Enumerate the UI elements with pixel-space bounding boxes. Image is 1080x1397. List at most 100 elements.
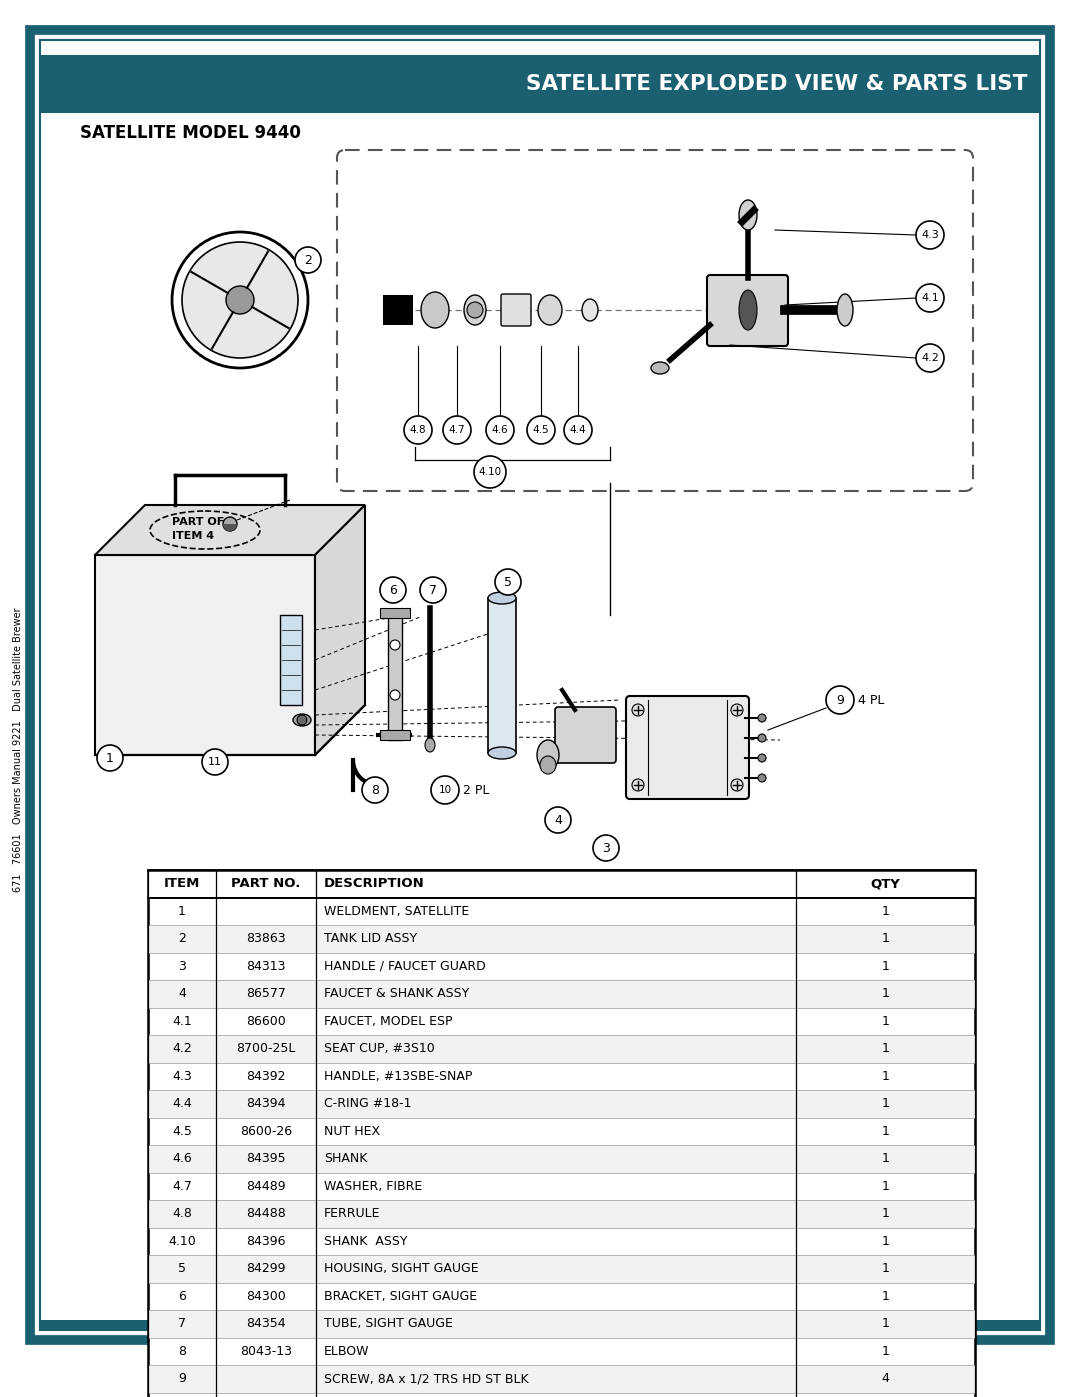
Circle shape [826,686,854,714]
Bar [40,54,1040,113]
Text: 6: 6 [178,1289,186,1303]
Circle shape [593,835,619,861]
Circle shape [758,774,766,782]
Circle shape [202,749,228,775]
Text: 1: 1 [881,1317,890,1330]
Text: 10: 10 [438,785,451,795]
Circle shape [758,714,766,722]
Circle shape [916,221,944,249]
Text: 83863: 83863 [246,932,286,946]
Circle shape [380,577,406,604]
Text: SATELLITE MODEL 9440: SATELLITE MODEL 9440 [80,124,301,142]
Text: 1: 1 [881,960,890,972]
Text: 4.7: 4.7 [448,425,465,434]
Ellipse shape [488,747,516,759]
Bar [383,295,413,326]
Bar [148,1310,975,1337]
Bar [148,1200,975,1228]
Text: 4.10: 4.10 [168,1235,195,1248]
Ellipse shape [651,362,669,374]
Ellipse shape [582,299,598,321]
Text: TUBE, SIGHT GAUGE: TUBE, SIGHT GAUGE [324,1317,453,1330]
Text: 1: 1 [881,988,890,1000]
Text: 671   76601   Owners Manual 9221   Dual Satellite Brewer: 671 76601 Owners Manual 9221 Dual Satell… [13,608,23,893]
Bar [40,1320,480,1329]
Text: 1: 1 [881,1042,890,1055]
Text: 4.10: 4.10 [478,467,501,476]
Text: 6: 6 [389,584,397,597]
Text: 1: 1 [881,1070,890,1083]
Text: 84299: 84299 [246,1263,286,1275]
Text: 4.3: 4.3 [921,231,939,240]
Text: 1: 1 [881,1125,890,1137]
Text: 17: 17 [530,1348,550,1362]
Circle shape [420,577,446,604]
Ellipse shape [421,292,449,328]
Circle shape [431,775,459,805]
Circle shape [404,416,432,444]
Text: 84354: 84354 [246,1317,286,1330]
Text: 7: 7 [429,584,437,597]
Circle shape [486,416,514,444]
Text: TANK LID ASSY: TANK LID ASSY [324,932,417,946]
Text: QTY: QTY [870,877,901,890]
Circle shape [495,569,521,595]
Text: WELDMENT, SATELLITE: WELDMENT, SATELLITE [324,905,469,918]
Circle shape [474,455,507,488]
Bar [388,610,402,740]
Text: ITEM 4: ITEM 4 [172,531,214,541]
Text: HANDLE, #13SBE-SNAP: HANDLE, #13SBE-SNAP [324,1070,472,1083]
Text: 1: 1 [178,905,186,918]
Text: 9: 9 [178,1372,186,1386]
Text: 9: 9 [836,693,843,707]
Bar [148,1090,975,1118]
Ellipse shape [426,738,435,752]
Circle shape [443,416,471,444]
Text: 1: 1 [106,752,113,764]
Ellipse shape [540,756,556,774]
Text: 1: 1 [881,1235,890,1248]
Ellipse shape [293,714,311,726]
Text: 1: 1 [881,1014,890,1028]
Text: SHANK: SHANK [324,1153,367,1165]
Text: 4.5: 4.5 [172,1125,192,1137]
Text: 3: 3 [602,841,610,855]
Bar [280,615,302,705]
Bar [148,1255,975,1282]
Text: 86577: 86577 [246,988,286,1000]
Text: 8700-25L: 8700-25L [237,1042,296,1055]
FancyBboxPatch shape [555,707,616,763]
Text: 4.8: 4.8 [172,1207,192,1220]
Text: 86600: 86600 [246,1014,286,1028]
Text: C-RING #18-1: C-RING #18-1 [324,1097,411,1111]
Polygon shape [315,504,365,754]
Ellipse shape [464,295,486,326]
Bar [148,925,975,953]
Circle shape [297,715,307,725]
FancyBboxPatch shape [626,696,750,799]
Text: HOUSING, SIGHT GAUGE: HOUSING, SIGHT GAUGE [324,1263,478,1275]
Text: 2: 2 [178,932,186,946]
Text: 1: 1 [881,1097,890,1111]
Text: BRACKET, SIGHT GAUGE: BRACKET, SIGHT GAUGE [324,1289,477,1303]
Text: 1: 1 [881,1289,890,1303]
Circle shape [564,416,592,444]
Ellipse shape [739,200,757,231]
Text: 8: 8 [178,1345,186,1358]
Text: 4.7: 4.7 [172,1179,192,1193]
Bar [488,598,516,753]
Text: 84394: 84394 [246,1097,286,1111]
Text: 4.3: 4.3 [172,1070,192,1083]
Text: 4: 4 [178,988,186,1000]
FancyBboxPatch shape [501,293,531,326]
Circle shape [222,517,237,531]
Bar [148,870,975,1397]
Text: 4.4: 4.4 [172,1097,192,1111]
Circle shape [295,247,321,272]
Circle shape [632,780,644,791]
Text: 1: 1 [881,1153,890,1165]
Bar [600,1320,1040,1329]
Text: FAUCET & SHANK ASSY: FAUCET & SHANK ASSY [324,988,469,1000]
Text: 4 PL: 4 PL [858,693,885,707]
Text: 4.6: 4.6 [491,425,509,434]
